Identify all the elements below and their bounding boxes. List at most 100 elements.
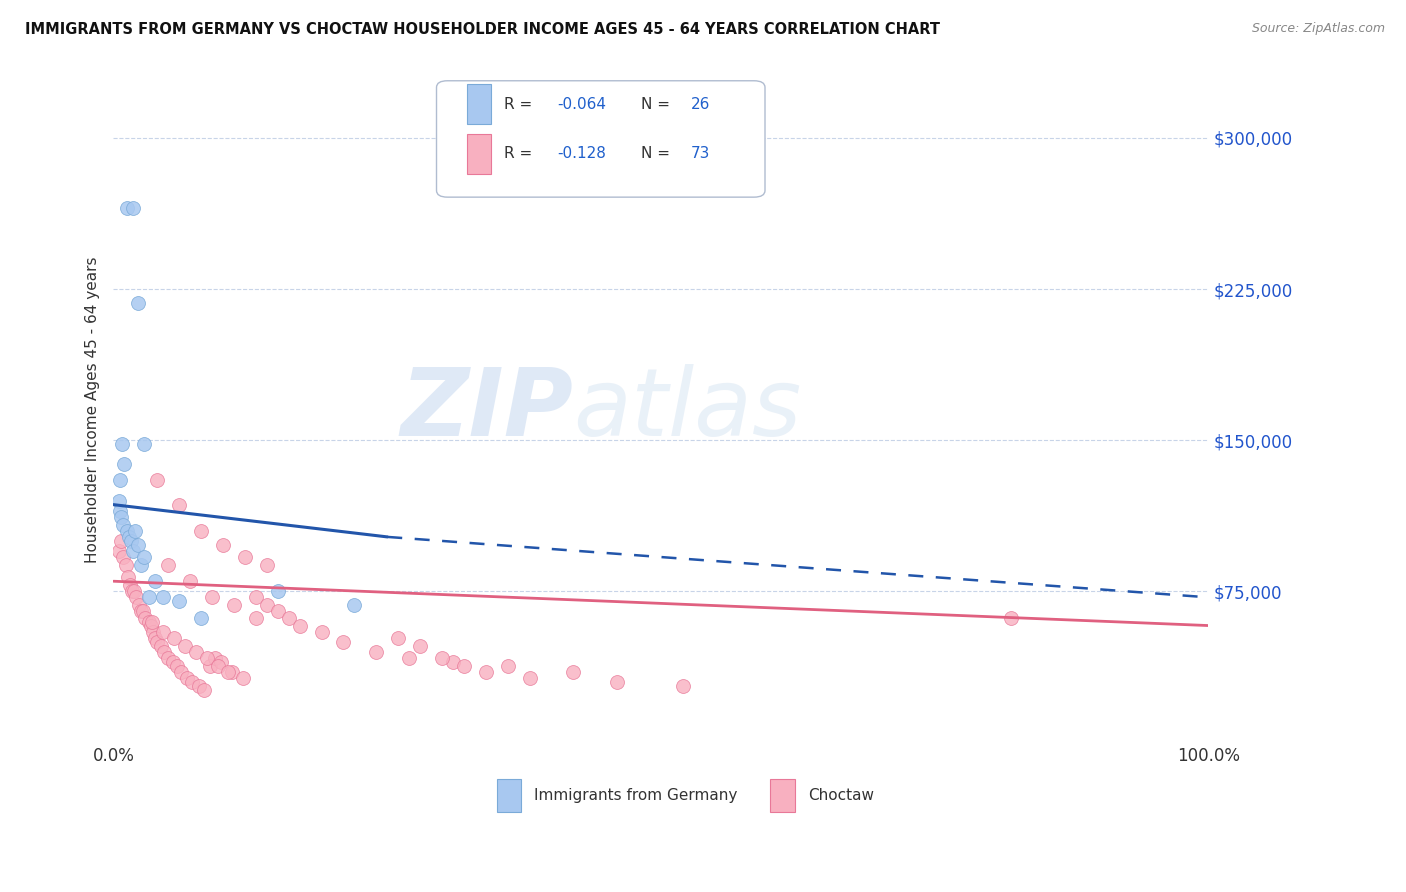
Point — [132, 604, 155, 618]
Point — [163, 631, 186, 645]
Point — [193, 683, 215, 698]
Text: N =: N = — [641, 146, 675, 161]
Point — [398, 650, 420, 665]
Point — [142, 624, 165, 639]
Point — [134, 549, 156, 564]
Point — [124, 584, 146, 599]
Point — [162, 655, 184, 669]
Point — [115, 202, 138, 216]
Text: Immigrants from Germany: Immigrants from Germany — [534, 789, 737, 803]
Point — [108, 544, 131, 558]
Point — [195, 650, 218, 665]
Point — [217, 665, 239, 679]
Text: ZIP: ZIP — [401, 364, 574, 456]
Point — [181, 675, 204, 690]
Text: N =: N = — [641, 96, 675, 112]
Point — [277, 610, 299, 624]
Point — [152, 624, 174, 639]
Text: 73: 73 — [690, 146, 710, 161]
Point — [267, 604, 290, 618]
Point — [108, 504, 131, 518]
Point — [222, 599, 245, 613]
Point — [170, 665, 193, 679]
Point — [1000, 610, 1022, 624]
Point — [110, 509, 132, 524]
Point — [167, 498, 190, 512]
Point — [232, 671, 254, 685]
Point — [212, 538, 235, 552]
Point — [606, 675, 628, 690]
Point — [110, 533, 132, 548]
Point — [139, 618, 162, 632]
Point — [134, 437, 156, 451]
FancyBboxPatch shape — [436, 81, 765, 197]
Point — [184, 645, 207, 659]
Point — [138, 591, 160, 605]
Point — [166, 658, 188, 673]
Point — [332, 634, 354, 648]
Point — [122, 202, 145, 216]
Point — [108, 493, 131, 508]
Point — [343, 599, 366, 613]
Point — [173, 639, 195, 653]
Point — [152, 591, 174, 605]
Point — [112, 517, 135, 532]
Point — [129, 604, 152, 618]
Point — [118, 530, 141, 544]
Point — [198, 658, 221, 673]
Point — [288, 618, 311, 632]
Point — [118, 578, 141, 592]
Point — [267, 584, 290, 599]
Point — [496, 658, 519, 673]
Point — [121, 584, 143, 599]
Point — [190, 524, 212, 538]
Point — [441, 655, 464, 669]
Point — [127, 538, 149, 552]
Point — [111, 437, 134, 451]
Point — [138, 615, 160, 629]
FancyBboxPatch shape — [770, 779, 794, 813]
Point — [143, 574, 166, 589]
Text: R =: R = — [505, 96, 537, 112]
Point — [409, 639, 432, 653]
Point — [134, 610, 156, 624]
Point — [311, 624, 333, 639]
Point — [120, 533, 142, 548]
Text: Source: ZipAtlas.com: Source: ZipAtlas.com — [1251, 22, 1385, 36]
Text: 26: 26 — [690, 96, 710, 112]
Point — [562, 665, 585, 679]
Point — [157, 650, 180, 665]
Point — [387, 631, 409, 645]
Point — [256, 558, 278, 573]
Text: atlas: atlas — [574, 365, 801, 456]
Point — [201, 591, 224, 605]
Text: IMMIGRANTS FROM GERMANY VS CHOCTAW HOUSEHOLDER INCOME AGES 45 - 64 YEARS CORRELA: IMMIGRANTS FROM GERMANY VS CHOCTAW HOUSE… — [25, 22, 941, 37]
Point — [108, 474, 131, 488]
Point — [114, 558, 136, 573]
Point — [430, 650, 453, 665]
Point — [207, 658, 229, 673]
Point — [190, 610, 212, 624]
Text: Choctaw: Choctaw — [807, 789, 873, 803]
Text: -0.128: -0.128 — [557, 146, 606, 161]
Point — [128, 599, 150, 613]
Point — [146, 634, 169, 648]
Point — [115, 524, 138, 538]
Text: -0.064: -0.064 — [557, 96, 606, 112]
Point — [672, 679, 695, 693]
Point — [475, 665, 498, 679]
Point — [221, 665, 243, 679]
FancyBboxPatch shape — [496, 779, 520, 813]
Point — [114, 458, 136, 472]
FancyBboxPatch shape — [467, 134, 491, 174]
Point — [256, 599, 278, 613]
Point — [146, 474, 169, 488]
Point — [112, 549, 135, 564]
Point — [167, 594, 190, 608]
Point — [204, 650, 226, 665]
Point — [233, 549, 256, 564]
Point — [117, 570, 139, 584]
Point — [176, 671, 198, 685]
Point — [209, 655, 232, 669]
Point — [129, 558, 152, 573]
